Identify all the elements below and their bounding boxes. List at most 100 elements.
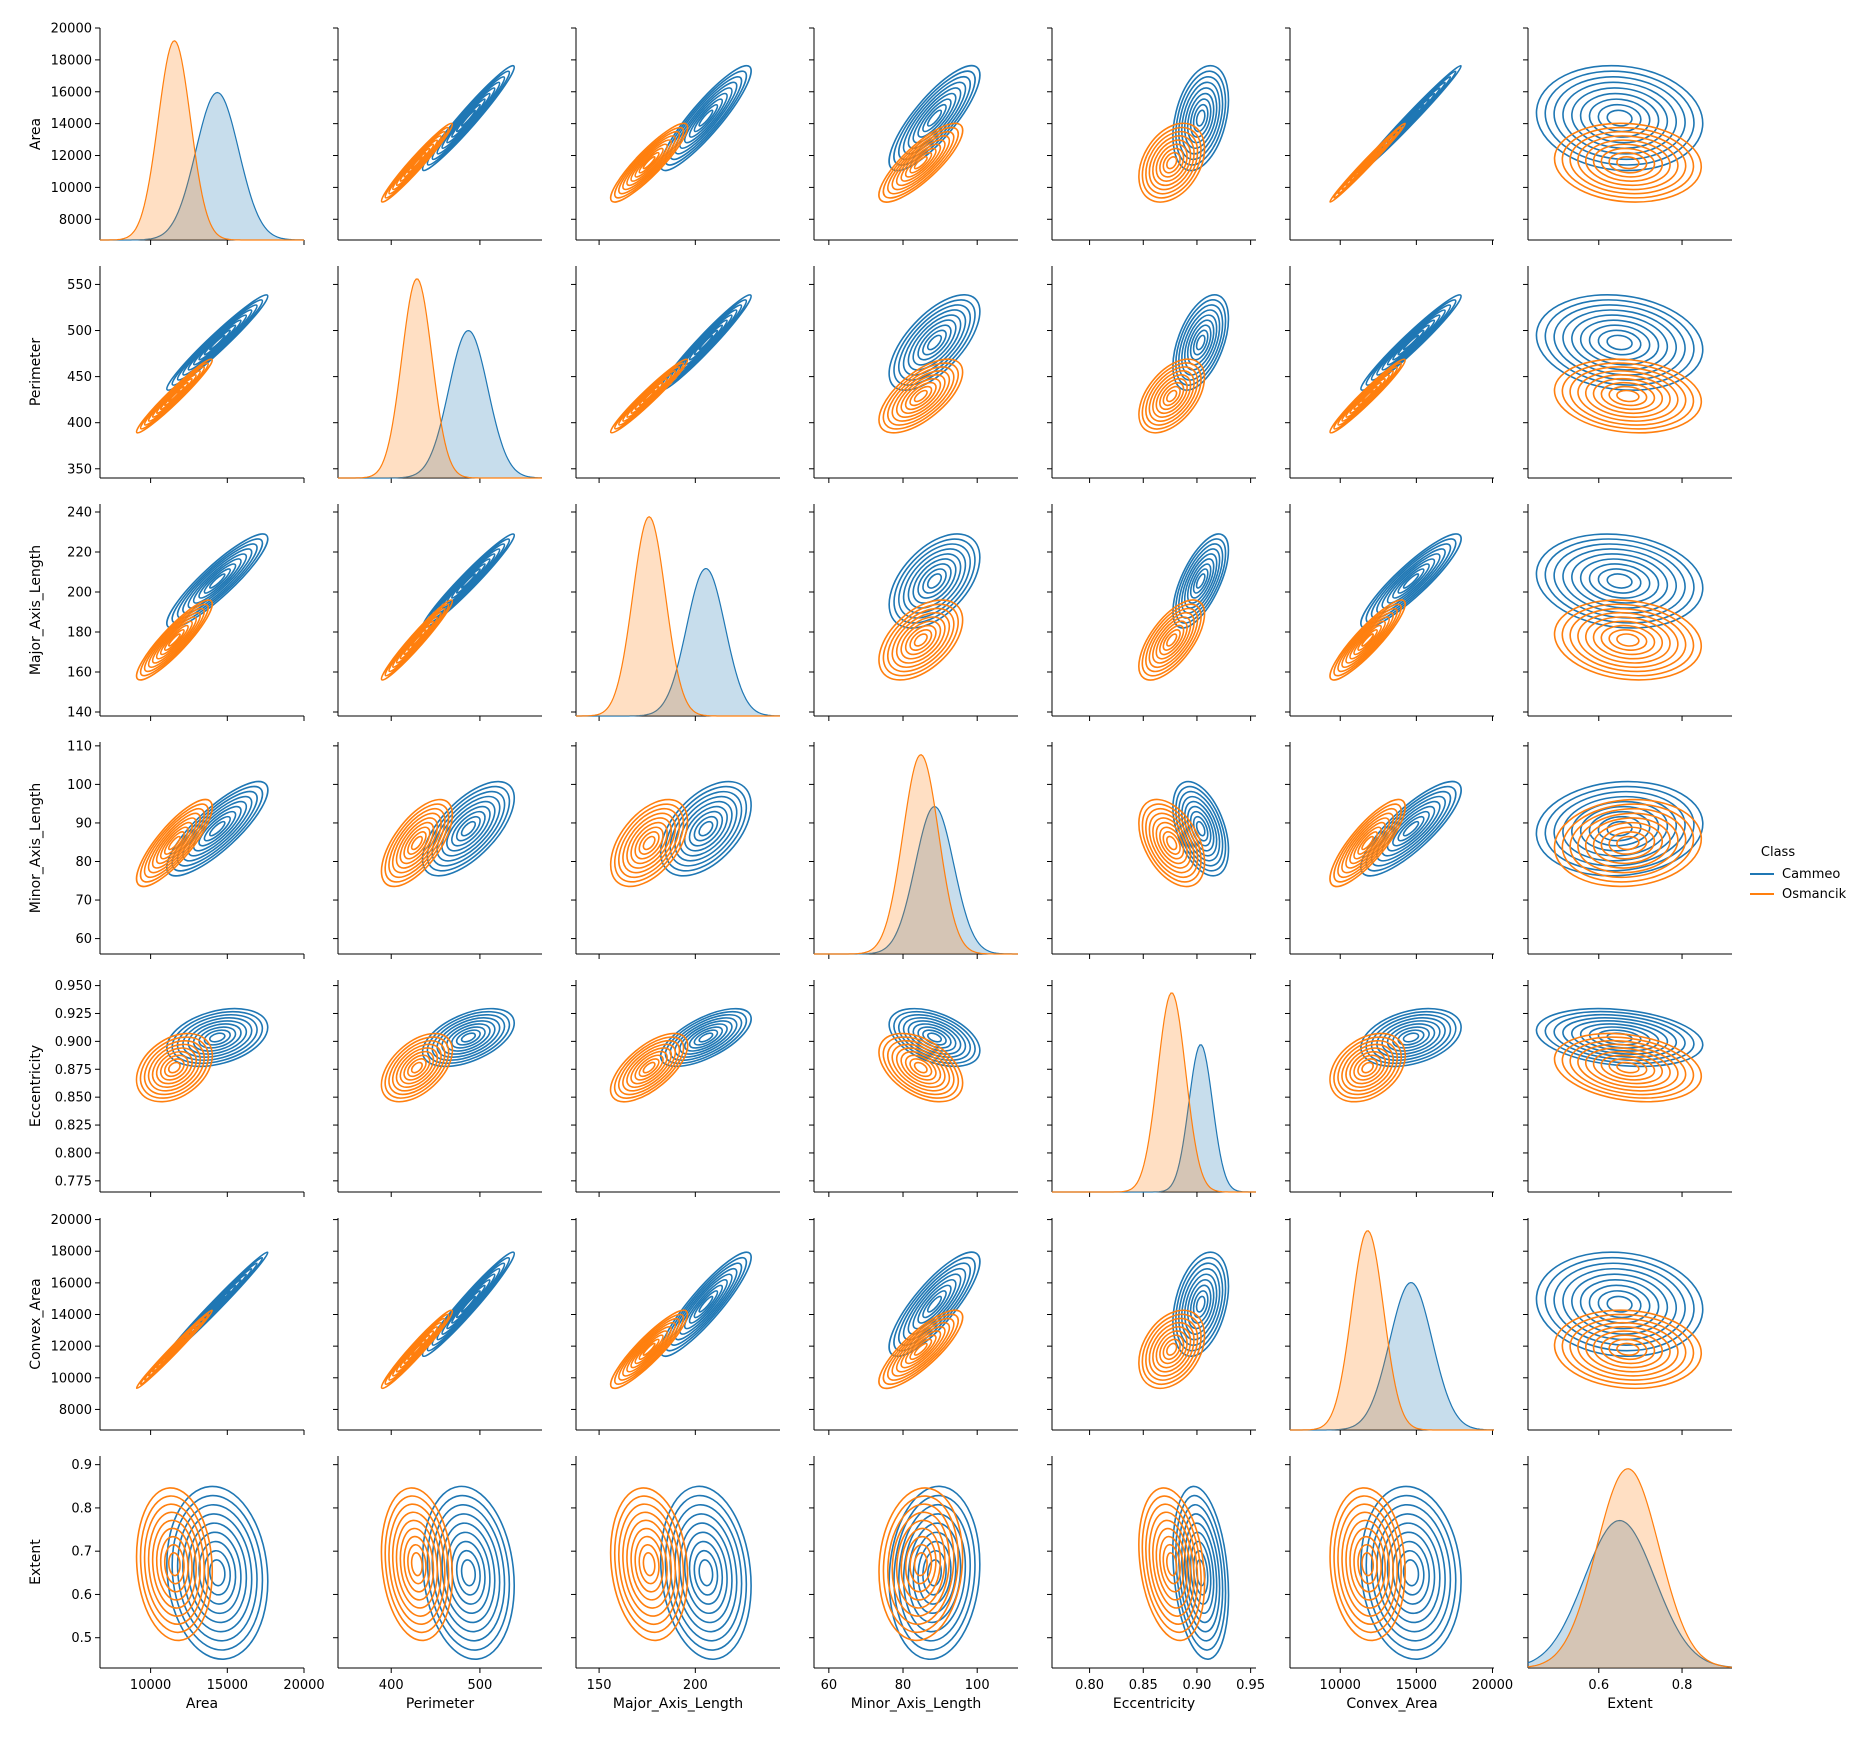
contour-Cammeo: [893, 1494, 976, 1651]
contour-Osmancik: [410, 633, 423, 647]
y-tick-label: 16000: [51, 1276, 92, 1291]
contour-Osmancik: [630, 143, 668, 182]
contour-Osmancik: [1577, 812, 1679, 874]
contour-Cammeo: [431, 1013, 506, 1062]
contour-Osmancik: [887, 1317, 955, 1381]
contour-Osmancik: [403, 826, 431, 860]
contour-Osmancik: [913, 1061, 928, 1074]
contour-Cammeo: [1175, 299, 1227, 386]
contour-Cammeo: [421, 1251, 516, 1358]
y-tick-label: 20000: [51, 22, 92, 37]
contour-Osmancik: [1569, 130, 1687, 195]
contour-Osmancik: [1145, 1503, 1199, 1625]
contour-Osmancik: [159, 826, 189, 860]
contour-Cammeo: [698, 1295, 714, 1313]
contour-Cammeo: [1192, 568, 1209, 594]
contour-Cammeo: [192, 319, 242, 366]
contour-Cammeo: [209, 1032, 226, 1043]
contour-Cammeo: [693, 1290, 719, 1319]
contour-Osmancik: [1349, 1527, 1387, 1601]
contour-Osmancik: [904, 1535, 937, 1593]
contour-Osmancik: [1569, 607, 1687, 673]
contour-Osmancik: [1592, 821, 1664, 865]
contour-Cammeo: [1186, 319, 1215, 366]
contour-Cammeo: [1397, 568, 1425, 594]
contour-Osmancik: [895, 374, 946, 418]
contour-Osmancik: [1361, 1061, 1374, 1074]
contour-Cammeo: [674, 1267, 738, 1341]
contour-Osmancik: [1584, 817, 1671, 869]
kde-line-Osmancik: [100, 40, 304, 241]
contour-Osmancik: [622, 1511, 677, 1617]
y-axis-label: Major_Axis_Length: [28, 545, 44, 675]
contour-Osmancik: [626, 1326, 672, 1373]
subplot-Extent-vs-Convex_Area: 10000 15000 20000 Convex_Area: [1285, 1456, 1513, 1712]
contour-Cammeo: [182, 548, 253, 614]
x-tick-label: 0.85: [1129, 1678, 1158, 1693]
contour-Cammeo: [421, 1007, 516, 1068]
contour-Osmancik: [1166, 1552, 1178, 1577]
contour-group: [1329, 64, 1462, 203]
contour-Osmancik: [1357, 831, 1378, 855]
subplot-Minor_Axis_Length-vs-Eccentricity: [1047, 742, 1256, 959]
contour-Osmancik: [904, 624, 937, 656]
contour-Osmancik: [1592, 143, 1664, 182]
y-tick-label: 140: [67, 706, 92, 721]
contour-Osmancik: [642, 156, 656, 170]
kde-line-Osmancik: [1290, 1230, 1494, 1431]
contour-Osmancik: [1345, 1519, 1390, 1609]
contour-Osmancik: [642, 1342, 656, 1356]
contour-Cammeo: [1606, 573, 1633, 589]
contour-Osmancik: [882, 1495, 959, 1634]
contour-Osmancik: [1159, 826, 1185, 860]
contour-Osmancik: [388, 130, 446, 195]
subplot-Extent-vs-Area: 0.5 0.6 0.7 0.8 0.9 10000 15000 20000 Area Extent: [28, 1456, 325, 1712]
contour-Cammeo: [1386, 1023, 1436, 1052]
contour-Osmancik: [909, 151, 933, 174]
y-tick-label: 10000: [51, 1371, 92, 1386]
subplot-Eccentricity-vs-Area: 0.775 0.800 0.825 0.850 0.875 0.900 0.925 0.950…: [28, 979, 305, 1197]
y-tick-label: 0.875: [55, 1063, 92, 1078]
contour-Cammeo: [1181, 1268, 1221, 1341]
x-tick-label: 10000: [130, 1678, 171, 1693]
y-tick-label: 220: [67, 546, 92, 561]
contour-Osmancik: [891, 1321, 951, 1377]
contour-Cammeo: [441, 1273, 496, 1335]
contour-Cammeo: [659, 1485, 752, 1661]
contour-Osmancik: [622, 1321, 677, 1377]
y-axis-label: Extent: [28, 1539, 44, 1585]
kde-line-Osmancik: [1527, 1468, 1733, 1668]
contour-Cammeo: [436, 1017, 501, 1058]
contour-Osmancik: [1155, 620, 1188, 660]
x-tick-label: 0.95: [1236, 1678, 1265, 1693]
contour-Osmancik: [626, 1047, 673, 1088]
contour-Osmancik: [613, 803, 685, 883]
contour-Osmancik: [1333, 603, 1402, 677]
contour-Osmancik: [1577, 611, 1679, 669]
contour-Cammeo: [664, 1010, 748, 1065]
contour-Osmancik: [1329, 1032, 1407, 1103]
contour-group: [1535, 1007, 1704, 1103]
contour-Cammeo: [203, 568, 232, 594]
contour-Osmancik: [1584, 1326, 1671, 1373]
contour-Cammeo: [421, 64, 516, 172]
subplot-Convex_Area-vs-Eccentricity: [1047, 1218, 1256, 1435]
contour-Cammeo: [1562, 1268, 1678, 1341]
y-axis-label: Area: [28, 118, 44, 150]
subplot-Major_Axis_Length-vs-Perimeter: [333, 504, 542, 721]
contour-Cammeo: [451, 1284, 486, 1324]
contour-Osmancik: [1145, 807, 1199, 879]
contour-Osmancik: [410, 1061, 423, 1074]
contour-Cammeo: [898, 1262, 971, 1346]
y-axis-label: Convex_Area: [28, 1278, 44, 1369]
y-axis-label: Eccentricity: [28, 1045, 44, 1127]
contour-Osmancik: [895, 1519, 946, 1609]
contour-Cammeo: [898, 1503, 971, 1642]
contour-Osmancik: [642, 1552, 656, 1577]
y-tick-label: 0.825: [55, 1119, 92, 1134]
contour-Cammeo: [176, 543, 258, 619]
contour-Cammeo: [1172, 64, 1230, 172]
contour-Cammeo: [917, 563, 952, 599]
contour-Cammeo: [451, 1540, 486, 1605]
contour-Osmancik: [1145, 607, 1199, 673]
